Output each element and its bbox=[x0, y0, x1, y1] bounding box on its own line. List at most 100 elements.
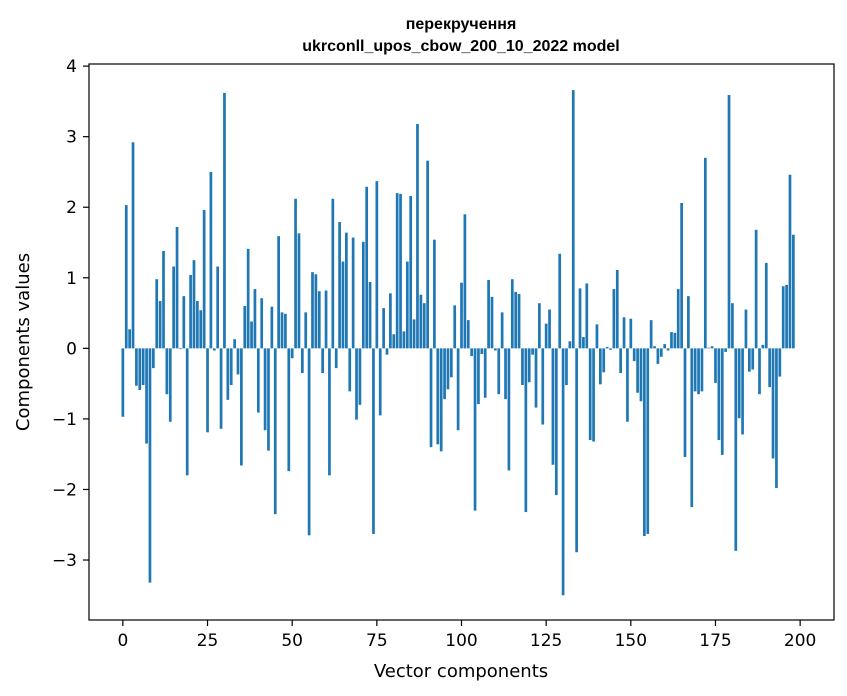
y-tick-label: −2 bbox=[52, 480, 77, 500]
bar bbox=[321, 348, 325, 374]
bar bbox=[473, 348, 477, 511]
bar bbox=[680, 203, 683, 349]
bar bbox=[443, 348, 446, 400]
y-axis-ticks: −3 −2 −1 0 1 2 3 4 bbox=[52, 57, 89, 571]
bar bbox=[314, 274, 318, 349]
bar bbox=[636, 348, 639, 393]
bar bbox=[717, 348, 721, 441]
bar bbox=[368, 282, 372, 349]
bar bbox=[548, 309, 551, 349]
bar bbox=[121, 348, 125, 417]
bar bbox=[351, 237, 355, 349]
bars-group bbox=[121, 90, 795, 596]
bar bbox=[246, 248, 250, 349]
bar bbox=[375, 181, 379, 349]
bar bbox=[138, 348, 142, 390]
bar bbox=[345, 232, 348, 349]
bar bbox=[277, 236, 280, 349]
bar bbox=[751, 348, 755, 370]
bar bbox=[219, 348, 223, 429]
bar bbox=[592, 348, 595, 442]
bar bbox=[236, 348, 240, 375]
bar bbox=[477, 348, 480, 405]
bar bbox=[294, 198, 297, 349]
bar bbox=[595, 324, 599, 349]
bar bbox=[470, 348, 474, 357]
x-tick-label: 0 bbox=[117, 631, 128, 651]
bar bbox=[131, 142, 135, 349]
bar bbox=[267, 348, 270, 451]
bar bbox=[517, 294, 521, 349]
bar bbox=[656, 348, 660, 364]
bar bbox=[558, 253, 562, 349]
bar bbox=[720, 348, 724, 455]
bar bbox=[514, 291, 518, 349]
bar bbox=[328, 348, 331, 476]
bar bbox=[378, 348, 382, 416]
bar bbox=[500, 312, 504, 349]
bar bbox=[165, 348, 169, 395]
bar bbox=[141, 348, 145, 386]
bar bbox=[192, 260, 196, 349]
bar bbox=[731, 303, 734, 349]
bar bbox=[338, 222, 341, 349]
bar bbox=[615, 270, 619, 349]
bar bbox=[226, 348, 230, 400]
y-tick-label: −1 bbox=[52, 410, 77, 430]
bar bbox=[714, 348, 717, 383]
bar bbox=[632, 348, 636, 362]
bar bbox=[453, 305, 457, 349]
bar bbox=[494, 348, 497, 351]
bar bbox=[148, 348, 152, 583]
bar bbox=[250, 321, 253, 349]
bar bbox=[676, 289, 680, 349]
bar bbox=[582, 337, 585, 349]
bar bbox=[446, 348, 450, 390]
bar bbox=[240, 348, 243, 466]
bar bbox=[561, 348, 565, 596]
bar bbox=[622, 317, 626, 349]
bar bbox=[385, 348, 389, 355]
bar bbox=[534, 348, 538, 408]
bar bbox=[389, 293, 392, 349]
bar bbox=[724, 348, 727, 352]
bar bbox=[392, 334, 396, 349]
bar bbox=[649, 320, 653, 349]
bar bbox=[341, 261, 345, 349]
bar bbox=[355, 348, 358, 420]
bar bbox=[233, 339, 236, 349]
bar bbox=[206, 348, 209, 433]
bar bbox=[612, 289, 616, 349]
bar bbox=[158, 301, 162, 349]
bar bbox=[792, 234, 795, 349]
bar bbox=[185, 348, 189, 476]
bar bbox=[382, 308, 385, 349]
bar bbox=[554, 348, 558, 496]
bar bbox=[768, 348, 772, 388]
bar bbox=[439, 348, 443, 452]
bar bbox=[429, 348, 433, 448]
bar bbox=[504, 348, 507, 400]
bar bbox=[304, 312, 308, 349]
y-tick-label: 3 bbox=[66, 128, 77, 148]
bar bbox=[687, 296, 690, 349]
bar bbox=[361, 241, 365, 349]
x-tick-label: 125 bbox=[530, 631, 562, 651]
bar bbox=[781, 286, 785, 349]
x-tick-label: 75 bbox=[366, 631, 388, 651]
bar bbox=[405, 261, 409, 349]
bar bbox=[456, 348, 460, 431]
bar bbox=[311, 272, 314, 349]
bar bbox=[290, 348, 294, 359]
bar bbox=[737, 348, 741, 419]
bar bbox=[409, 195, 413, 349]
bar bbox=[223, 92, 226, 349]
bar bbox=[626, 348, 629, 422]
bar bbox=[703, 157, 707, 349]
bar bbox=[412, 319, 416, 349]
bar bbox=[666, 348, 670, 351]
bar bbox=[683, 348, 687, 458]
bar bbox=[433, 239, 436, 349]
bar bbox=[196, 301, 199, 349]
bar bbox=[588, 348, 592, 441]
